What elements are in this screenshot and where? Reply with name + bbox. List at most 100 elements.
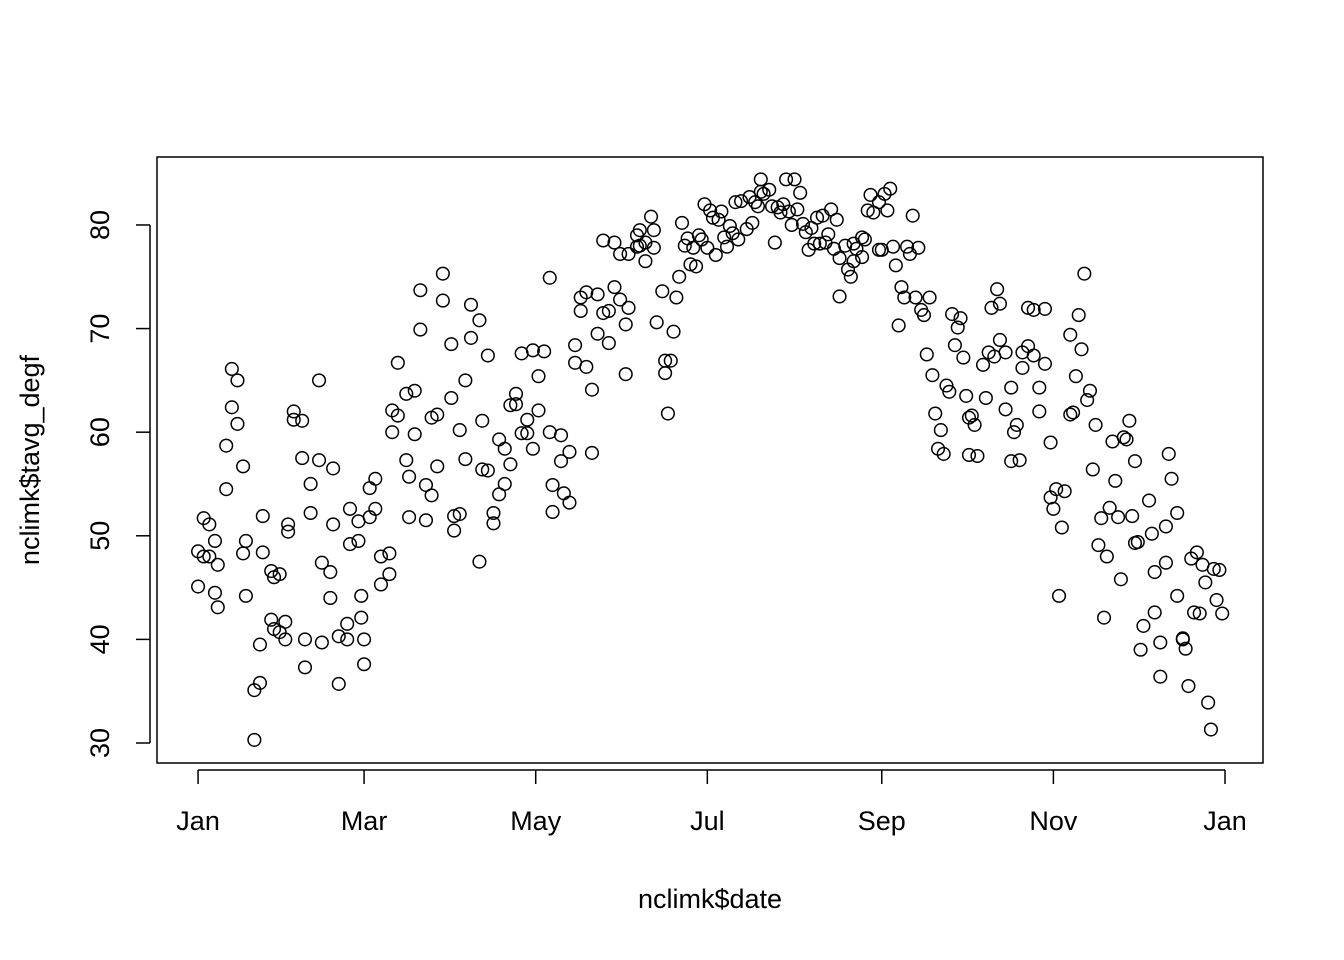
point [202,517,217,532]
point [1215,606,1230,621]
point [871,242,887,257]
point [252,637,268,652]
point [784,217,799,233]
point [703,203,718,218]
point [373,549,389,564]
point [1158,555,1173,570]
point [435,293,450,308]
point [331,676,346,691]
point [472,554,487,569]
point [342,537,358,552]
point [1147,565,1162,580]
point [590,326,605,341]
point [790,202,805,217]
point [1170,505,1185,521]
point [1147,605,1162,620]
point [795,216,811,231]
y-tick-label: 60 [85,417,115,447]
point [472,313,487,328]
point [314,555,329,570]
x-tick-label: Mar [341,806,388,836]
point [435,266,450,281]
point [556,486,571,501]
point [1063,407,1078,422]
x-tick-label: Sep [858,806,906,836]
x-tick-label: Jan [1203,806,1247,836]
point [340,616,355,631]
point [255,545,270,560]
point [644,209,659,224]
point [210,600,225,615]
point [1136,618,1151,633]
point [553,428,569,443]
point [326,461,341,476]
point [666,324,681,339]
point [1178,641,1193,656]
point [734,194,749,209]
point [1144,526,1159,541]
point [607,280,622,295]
point [354,610,369,625]
point [1004,454,1019,469]
point [691,228,706,243]
point [351,533,366,549]
point [362,481,377,496]
point [207,585,223,600]
point [314,635,329,650]
point [992,332,1007,348]
point [660,406,675,421]
point [255,509,270,524]
point [1122,413,1137,428]
point [295,413,310,428]
point [579,359,594,374]
point [303,476,318,492]
point [908,290,923,305]
point [793,185,808,200]
point [959,388,974,403]
point [1142,493,1157,508]
point [424,488,439,503]
point [894,280,909,295]
point [1198,575,1213,590]
point [1153,635,1168,650]
y-tick-label: 40 [85,624,115,654]
point [475,462,490,477]
point [708,247,723,263]
point [947,338,962,353]
point [1108,473,1123,488]
point [590,287,605,302]
point [230,373,245,388]
point [855,230,870,245]
point [390,408,405,423]
point [553,454,569,469]
point [863,187,878,202]
point [1026,348,1041,363]
point [219,482,234,497]
point [1015,360,1030,375]
point [672,269,687,284]
point [1111,510,1126,525]
point [711,212,726,227]
point [717,230,732,245]
point [210,557,225,572]
point [1066,405,1081,420]
point [1161,446,1176,461]
point [399,386,414,401]
point [843,269,858,284]
point [596,233,611,248]
point [390,355,405,370]
point [773,205,788,220]
point [992,296,1007,311]
point [497,476,512,492]
point [312,453,327,468]
point [967,417,982,432]
point [632,223,647,238]
point [413,283,428,298]
point [342,501,358,516]
point [224,361,239,377]
point [458,452,473,467]
point [902,246,917,262]
point [562,444,577,459]
point [916,308,932,323]
point [579,285,594,300]
